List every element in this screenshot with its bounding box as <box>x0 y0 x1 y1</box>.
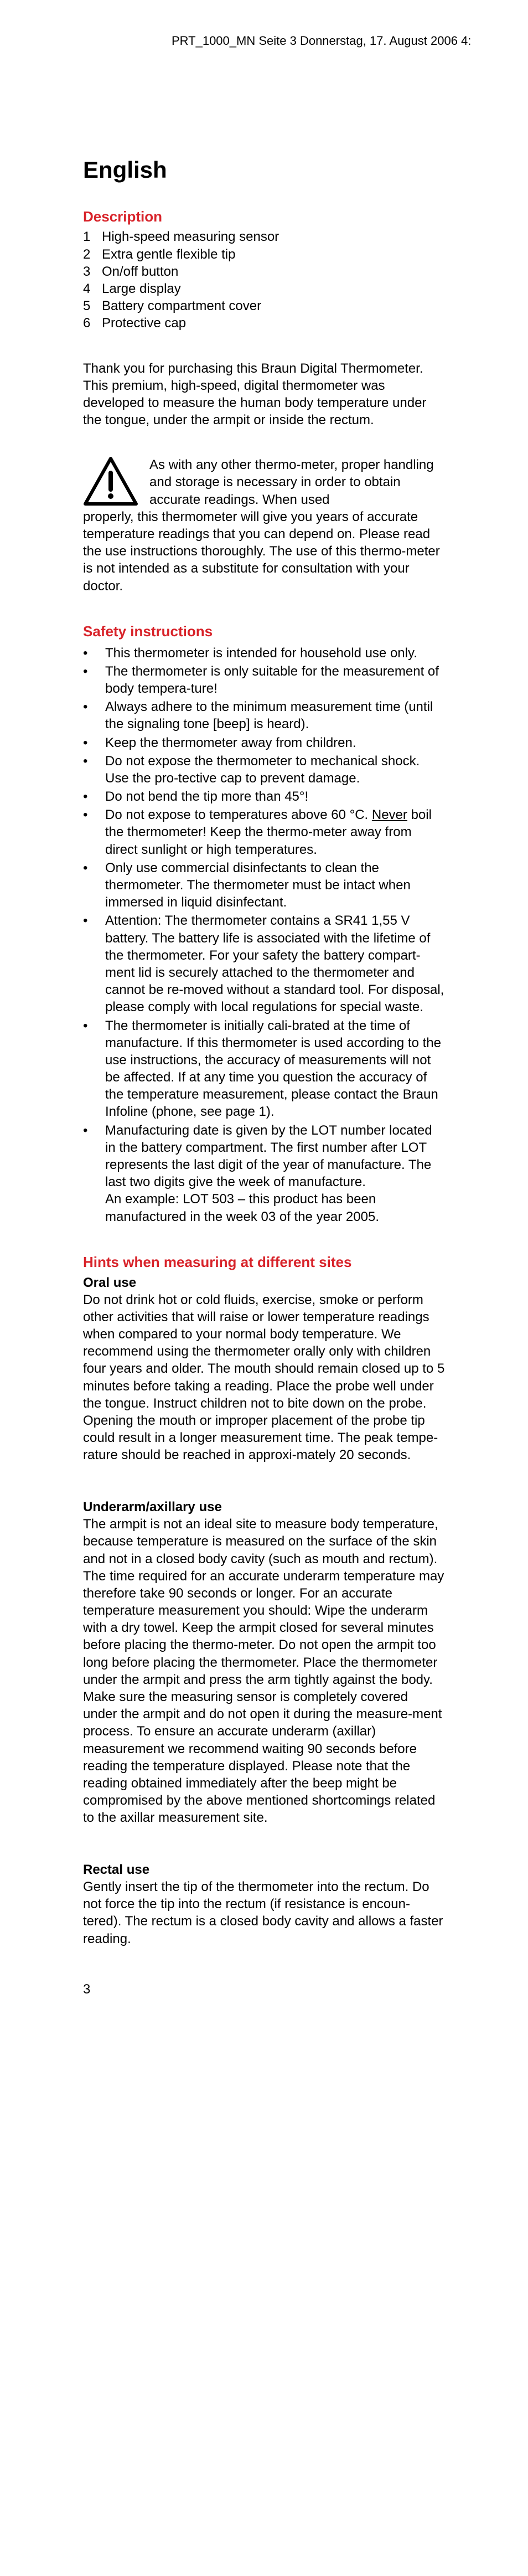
safety-item: Attention: The thermometer contains a SR… <box>83 912 445 1016</box>
description-item: 3On/off button <box>83 263 445 280</box>
safety-item: This thermometer is intended for househo… <box>83 645 445 662</box>
description-item: 1High-speed measuring sensor <box>83 228 445 245</box>
intro-paragraph: Thank you for purchasing this Braun Digi… <box>83 360 445 429</box>
description-list: 1High-speed measuring sensor 2Extra gent… <box>83 228 445 332</box>
safety-item: Only use commercial disinfectants to cle… <box>83 859 445 911</box>
underarm-use-heading: Underarm/axillary use <box>83 1500 222 1514</box>
warning-icon <box>83 456 138 506</box>
safety-item: The thermometer is only suitable for the… <box>83 663 445 697</box>
page-header-crop-text: PRT_1000_MN Seite 3 Donnerstag, 17. Augu… <box>172 33 526 49</box>
oral-use-body: Do not drink hot or cold fluids, exercis… <box>83 1291 445 1464</box>
safety-item: Do not bend the tip more than 45°! <box>83 788 445 805</box>
warning-lead-text: As with any other thermo-meter, proper h… <box>149 456 445 508</box>
safety-item: Always adhere to the minimum measurement… <box>83 698 445 733</box>
safety-item: Keep the thermometer away from children. <box>83 734 445 751</box>
page-number: 3 <box>83 1981 445 1998</box>
hints-section: Hints when measuring at different sites … <box>83 1253 445 1948</box>
language-title: English <box>83 155 445 186</box>
description-heading: Description <box>83 208 445 226</box>
safety-item: Do not expose to temperatures above 60 °… <box>83 806 445 858</box>
safety-item: Do not expose the thermometer to mechani… <box>83 753 445 787</box>
safety-list: This thermometer is intended for househo… <box>83 645 445 1225</box>
safety-item: Manufacturing date is given by the LOT n… <box>83 1122 445 1225</box>
description-item: 6Protective cap <box>83 315 445 332</box>
safety-heading: Safety instructions <box>83 622 445 641</box>
warning-section: As with any other thermo-meter, proper h… <box>83 456 445 595</box>
rectal-use-heading: Rectal use <box>83 1862 149 1877</box>
page-body: English Description 1High-speed measurin… <box>0 0 528 2042</box>
description-section: Description 1High-speed measuring sensor… <box>83 208 445 429</box>
safety-section: Safety instructions This thermometer is … <box>83 622 445 1225</box>
hints-heading: Hints when measuring at different sites <box>83 1253 445 1272</box>
safety-item: The thermometer is initially cali-brated… <box>83 1017 445 1121</box>
description-item: 2Extra gentle flexible tip <box>83 246 445 263</box>
description-item: 4Large display <box>83 280 445 297</box>
underarm-use-body: The armpit is not an ideal site to measu… <box>83 1516 445 1826</box>
rectal-use-body: Gently insert the tip of the thermometer… <box>83 1878 445 1948</box>
oral-use-heading: Oral use <box>83 1275 136 1290</box>
description-item: 5Battery compartment cover <box>83 297 445 315</box>
warning-continuation-text: properly, this thermometer will give you… <box>83 508 445 595</box>
